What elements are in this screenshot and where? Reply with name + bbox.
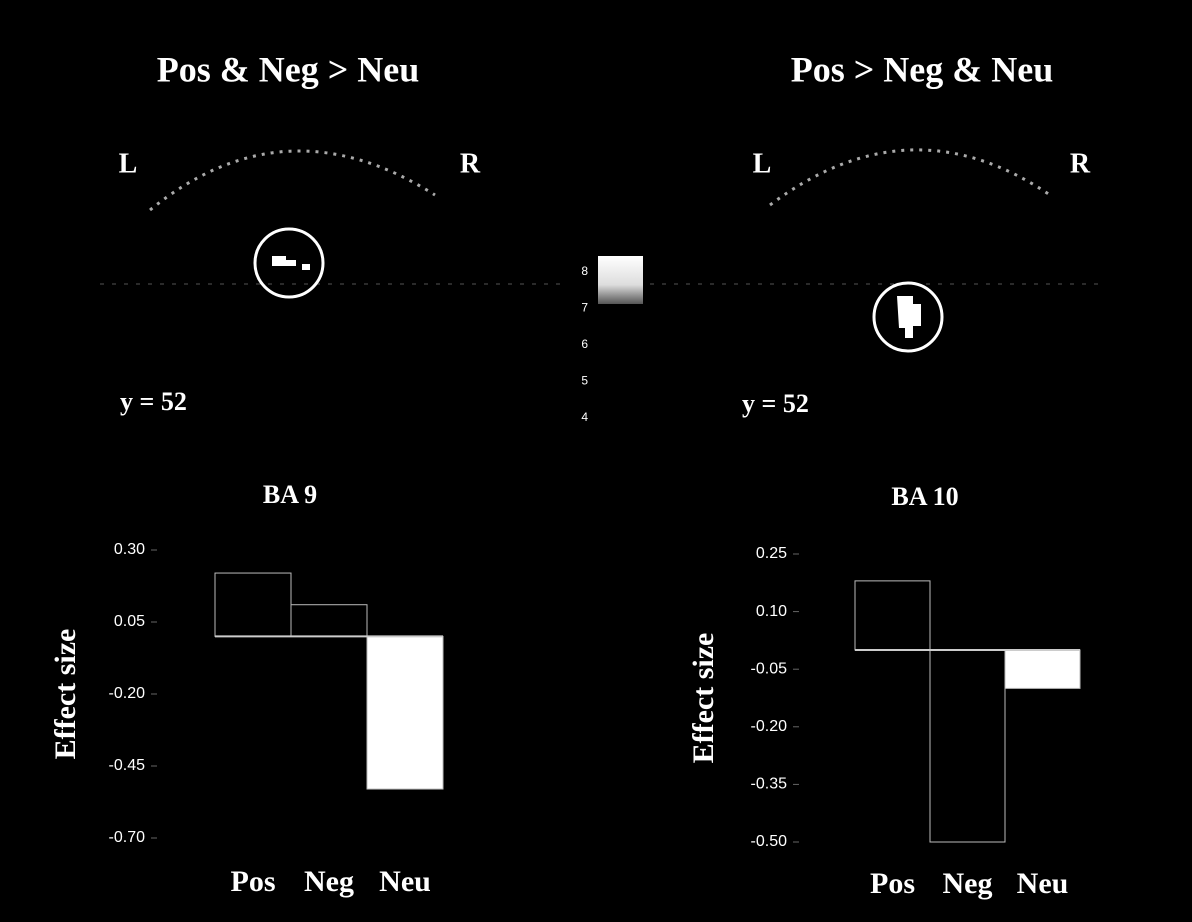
colorbar-tick-label: 6 [581, 337, 588, 351]
y-tick-label: 0.25 [756, 545, 787, 562]
panel-title: Pos & Neg > Neu [157, 49, 419, 89]
x-tick-label: Pos [870, 867, 915, 900]
bar [1005, 650, 1080, 688]
x-tick-label: Neg [943, 867, 993, 900]
bar [291, 605, 367, 637]
y-tick-label: -0.70 [109, 829, 146, 846]
y-tick-label: -0.45 [109, 757, 146, 774]
bar [930, 650, 1005, 842]
y-tick-label: -0.20 [109, 685, 146, 702]
y-axis-label: Effect size [49, 629, 82, 760]
colorbar-tick-label: 7 [581, 301, 588, 315]
left-label: L [119, 148, 138, 179]
y-tick-label: 0.10 [756, 603, 787, 620]
right-label: R [1070, 148, 1091, 179]
figure: Pos & Neg > Neu Pos > Neg & Neu L R L R … [0, 0, 1192, 922]
left-label: L [753, 148, 772, 179]
bar [215, 573, 291, 636]
slice-label: y = 52 [120, 387, 187, 416]
colorbar-tick-label: 8 [581, 264, 588, 278]
y-tick-label: -0.50 [751, 833, 788, 850]
x-tick-label: Neu [1017, 867, 1069, 900]
bar [855, 581, 930, 650]
y-tick-label: 0.30 [114, 541, 145, 558]
chart-title: BA 9 [263, 480, 317, 509]
colorbar [598, 256, 643, 304]
y-tick-label: -0.35 [751, 776, 788, 793]
x-tick-label: Pos [231, 865, 276, 898]
panel-title: Pos > Neg & Neu [791, 49, 1053, 89]
y-tick-label: -0.05 [751, 660, 788, 677]
right-label: R [460, 148, 481, 179]
bar [367, 636, 443, 789]
chart-title: BA 10 [891, 482, 958, 511]
background [0, 0, 1192, 922]
colorbar-tick-label: 4 [581, 410, 588, 424]
x-tick-label: Neu [379, 865, 431, 898]
y-tick-label: -0.20 [751, 718, 788, 735]
x-tick-label: Neg [304, 865, 354, 898]
slice-label: y = 52 [742, 389, 809, 418]
colorbar-tick-label: 5 [581, 374, 588, 388]
y-axis-label: Effect size [687, 633, 720, 764]
y-tick-label: 0.05 [114, 613, 145, 630]
